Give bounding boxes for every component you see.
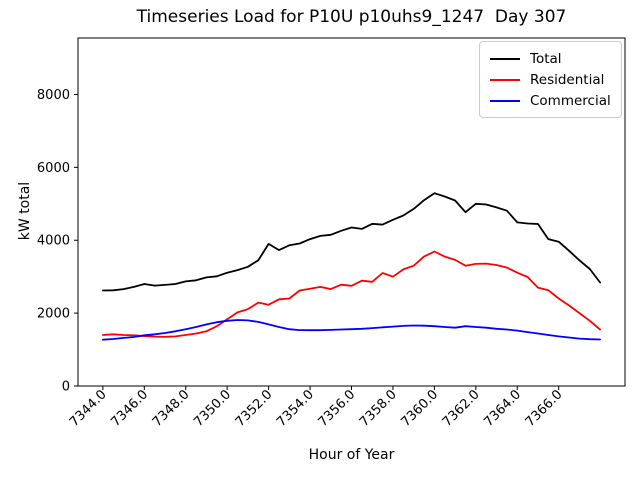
y-tick-label: 4000: [37, 234, 70, 249]
x-axis-label: Hour of Year: [308, 447, 395, 463]
legend-label: Total: [530, 50, 562, 67]
legend-line-swatch: [490, 78, 520, 81]
legend-label: Residential: [530, 71, 605, 88]
legend-item-total: Total: [490, 48, 611, 69]
x-tick-label: 7360.0: [398, 387, 441, 430]
x-tick-label: 7348.0: [150, 387, 193, 430]
series-residential-line: [102, 250, 601, 338]
legend-line-swatch: [490, 57, 520, 60]
x-tick-label: 7346.0: [108, 387, 151, 430]
y-axis-label: kW total: [17, 181, 33, 241]
x-tick-label: 7344.0: [67, 387, 110, 430]
x-tick-label: 7364.0: [481, 387, 524, 430]
x-tick-label: 7356.0: [316, 387, 359, 430]
legend-item-commercial: Commercial: [490, 90, 611, 111]
legend-item-residential: Residential: [490, 69, 611, 90]
series-total-line: [102, 192, 601, 292]
legend-line-swatch: [490, 99, 520, 102]
x-tick-label: 7350.0: [191, 387, 234, 430]
legend-label: Commercial: [530, 92, 611, 109]
y-tick-label: 6000: [37, 161, 70, 176]
x-tick-label: 7362.0: [440, 387, 483, 430]
y-tick-label: 0: [62, 380, 70, 395]
x-tick-label: 7358.0: [357, 387, 400, 430]
chart-title: Timeseries Load for P10U p10uhs9_1247 Da…: [136, 7, 567, 27]
x-tick-label: 7352.0: [233, 387, 276, 430]
series-commercial-line: [102, 319, 601, 341]
legend: Total Residential Commercial: [479, 41, 622, 118]
y-tick-label: 8000: [37, 88, 70, 103]
x-tick-label: 7354.0: [274, 387, 317, 430]
x-tick-label: 7366.0: [523, 387, 566, 430]
y-tick-label: 2000: [37, 307, 70, 322]
